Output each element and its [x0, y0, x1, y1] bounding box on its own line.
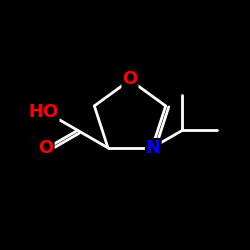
Text: O: O [122, 70, 138, 88]
Text: N: N [146, 139, 161, 157]
Text: O: O [38, 139, 54, 157]
Text: HO: HO [28, 102, 59, 120]
